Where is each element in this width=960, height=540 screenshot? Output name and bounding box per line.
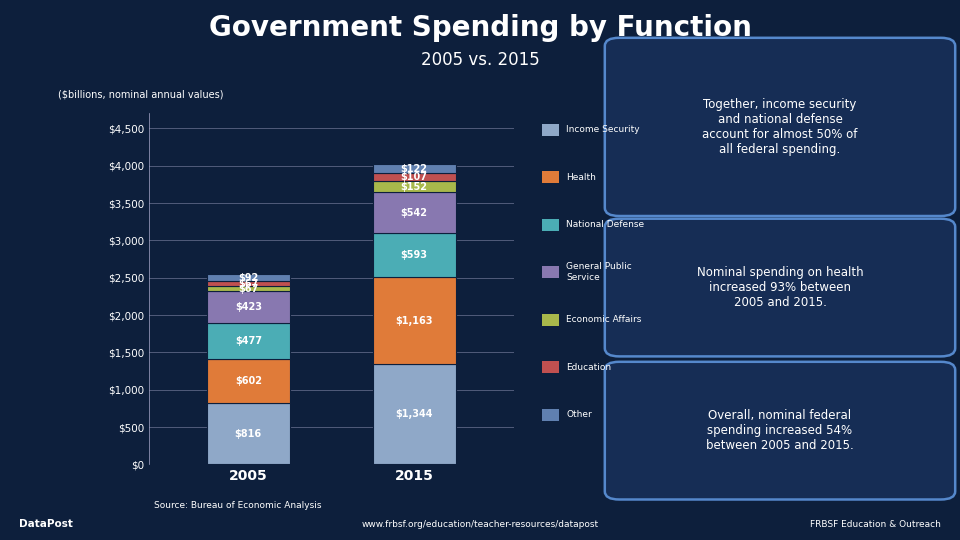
- Bar: [206, 286, 290, 291]
- Text: $602: $602: [235, 376, 262, 386]
- Text: FRBSF Education & Outreach: FRBSF Education & Outreach: [810, 520, 941, 529]
- Text: DataPost: DataPost: [19, 519, 73, 529]
- Text: Other: Other: [566, 410, 592, 419]
- Text: 2005 vs. 2015: 2005 vs. 2015: [420, 51, 540, 69]
- Bar: [206, 359, 290, 403]
- Text: ($billions, nominal annual values): ($billions, nominal annual values): [58, 89, 223, 99]
- Bar: [206, 323, 290, 359]
- Bar: [372, 173, 456, 181]
- Bar: [206, 274, 290, 281]
- Bar: [372, 192, 456, 233]
- Text: $423: $423: [235, 302, 262, 312]
- Text: $477: $477: [235, 336, 262, 346]
- Text: $1,344: $1,344: [396, 409, 433, 419]
- Text: $92: $92: [238, 273, 258, 283]
- Text: $122: $122: [400, 164, 427, 173]
- Text: Income Security: Income Security: [566, 125, 640, 134]
- Bar: [372, 181, 456, 192]
- Text: $107: $107: [400, 172, 427, 182]
- Text: Overall, nominal federal
spending increased 54%
between 2005 and 2015.: Overall, nominal federal spending increa…: [707, 409, 853, 452]
- Text: $542: $542: [400, 208, 427, 218]
- Text: $1,163: $1,163: [396, 315, 433, 326]
- Text: Education: Education: [566, 363, 612, 372]
- Bar: [206, 403, 290, 464]
- Text: www.frbsf.org/education/teacher-resources/datapost: www.frbsf.org/education/teacher-resource…: [361, 520, 599, 529]
- Bar: [206, 281, 290, 286]
- Bar: [206, 291, 290, 323]
- Text: $67: $67: [238, 284, 258, 294]
- Text: $152: $152: [400, 182, 427, 192]
- Text: National Defense: National Defense: [566, 220, 644, 229]
- Text: $593: $593: [400, 250, 427, 260]
- Text: Source: Bureau of Economic Analysis: Source: Bureau of Economic Analysis: [154, 501, 321, 510]
- Text: $67: $67: [238, 279, 258, 289]
- Bar: [372, 164, 456, 173]
- Text: Together, income security
and national defense
account for almost 50% of
all fed: Together, income security and national d…: [703, 98, 857, 156]
- Bar: [372, 277, 456, 364]
- Text: Government Spending by Function: Government Spending by Function: [208, 14, 752, 42]
- Bar: [372, 233, 456, 277]
- Text: $816: $816: [235, 429, 262, 439]
- Bar: [372, 364, 456, 464]
- Text: Economic Affairs: Economic Affairs: [566, 315, 642, 324]
- Text: Nominal spending on health
increased 93% between
2005 and 2015.: Nominal spending on health increased 93%…: [697, 266, 863, 309]
- Text: General Public
Service: General Public Service: [566, 262, 632, 282]
- Text: Health: Health: [566, 173, 596, 181]
